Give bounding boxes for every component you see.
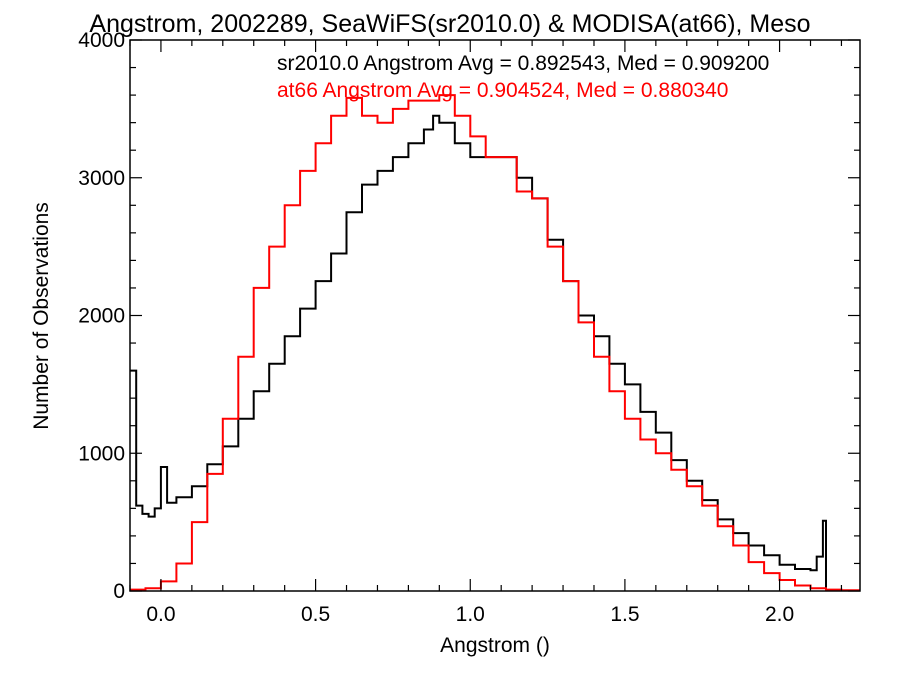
- x-tick-label: 0.5: [301, 603, 330, 626]
- plot-area: 0.0 0.5 1.0 1.5 2.0 0 1000 2000 3000 4000 sr2010.0…: [78, 29, 861, 626]
- x-axis-label: Angstrom (): [440, 634, 550, 657]
- y-tick-label: 3000: [78, 167, 125, 190]
- series-line-at66: [130, 94, 860, 591]
- legend-entry-1: sr2010.0 Angstrom Avg = 0.892543, Med = …: [277, 52, 769, 75]
- series-group: [130, 94, 860, 591]
- x-tick-label: 0.0: [146, 603, 175, 626]
- y-tick-label: 1000: [78, 442, 125, 465]
- chart-title: Angstrom, 2002289, SeaWiFS(sr2010.0) & M…: [89, 10, 810, 38]
- y-tick-label: 2000: [78, 305, 125, 328]
- x-tick-label: 1.5: [610, 603, 639, 626]
- y-axis-label: Number of Observations: [30, 202, 53, 430]
- legend-entry-2: at66 Angstrom Avg = 0.904524, Med = 0.88…: [277, 79, 728, 102]
- y-tick-label: 0: [113, 580, 125, 603]
- x-tick-label: 2.0: [765, 603, 794, 626]
- y-tick-label: 4000: [78, 29, 125, 52]
- x-tick-label: 1.0: [456, 603, 485, 626]
